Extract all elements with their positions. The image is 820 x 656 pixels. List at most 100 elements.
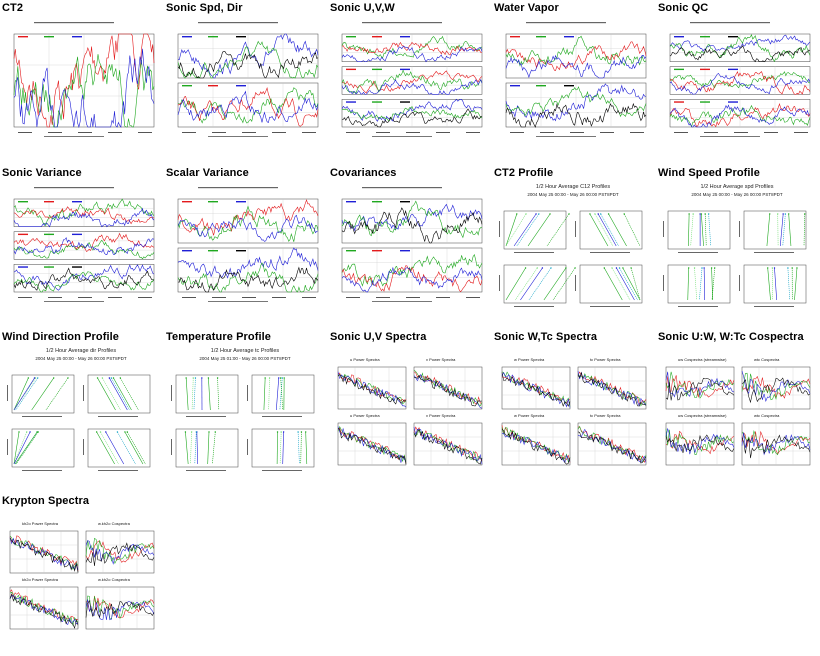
profile-subheader: 2004 May 25 01:00 - May 26 00:00 PST8PDT	[199, 356, 291, 361]
plot-image	[171, 374, 315, 471]
series-line	[177, 90, 319, 123]
series-line	[177, 33, 319, 79]
plot-thumbnail-link[interactable]: w Power Spectra tc Power Spectra w Power S…	[496, 347, 650, 475]
series-line	[13, 207, 155, 228]
series-line	[341, 207, 483, 244]
series-line	[13, 33, 155, 128]
thumbnail-title[interactable]: CT2 Profile	[494, 167, 554, 179]
plot-image	[505, 22, 647, 137]
thumbnail-title[interactable]: Sonic QC	[658, 2, 709, 14]
spectra-label: kh2o Power Spectra	[22, 521, 59, 526]
series-line	[177, 262, 319, 293]
series-line	[669, 34, 811, 63]
series-line	[669, 45, 811, 63]
plot-thumbnail-link[interactable]	[168, 183, 322, 311]
plot-thumbnail-link[interactable]: 1/2 Hour Average dir Profiles 2004 May 25…	[4, 347, 158, 475]
plot-image	[665, 366, 811, 466]
thumbnail-title[interactable]: Wind Direction Profile	[2, 331, 119, 343]
series-line	[13, 232, 155, 252]
plot-thumbnail-link[interactable]	[332, 18, 486, 146]
plot-thumbnail-link[interactable]: uw Cospectra (streamwise) wtc Cospectra uw…	[660, 347, 814, 475]
profile-header: 1/2 Hour Average spd Profiles	[700, 184, 774, 190]
plot-thumbnail-link[interactable]: 1/2 Hour Average tc Profiles 2004 May 25 …	[168, 347, 322, 475]
series-line	[13, 198, 155, 227]
series-line	[669, 72, 811, 95]
series-line	[505, 86, 647, 118]
thumbnail-wind-speed-profile: Wind Speed Profile 1/2 Hour Average spd P…	[658, 167, 818, 325]
spectra-label: tc Power Spectra	[590, 357, 621, 362]
plot-thumbnail-link[interactable]	[168, 18, 322, 146]
plot-thumbnail-link[interactable]	[660, 18, 814, 146]
thumbnail-title[interactable]: Scalar Variance	[166, 167, 249, 179]
spectra-label: v Power Spectra	[426, 357, 456, 362]
series-line	[341, 200, 483, 239]
series-line	[13, 264, 155, 291]
plot-image	[341, 22, 483, 137]
series-line	[341, 45, 483, 63]
thumbnail-covariances: Covariances	[330, 167, 490, 325]
thumbnail-temperature-profile: Temperature Profile 1/2 Hour Average tc P…	[166, 331, 326, 489]
spectra-label: wtc Cospectra	[754, 357, 780, 362]
thumbnail-sonic-spd-dir: Sonic Spd, Dir	[166, 2, 326, 160]
plot-thumbnail-link[interactable]: u Power Spectra v Power Spectra u Power Sp…	[332, 347, 486, 475]
plot-image	[341, 187, 483, 302]
series-line	[177, 199, 319, 236]
thumbnail-title[interactable]: Covariances	[330, 167, 397, 179]
thumbnail-title[interactable]: Sonic W,Tc Spectra	[494, 331, 598, 343]
thumbnail-sonic-uv-spectra: Sonic U,V Spectra u Power Spectra v Power …	[330, 331, 490, 489]
series-line	[505, 35, 647, 67]
thumbnail-scalar-variance: Scalar Variance	[166, 167, 326, 325]
thumbnail-title[interactable]: Sonic U,V Spectra	[330, 331, 427, 343]
spectra-label: w.kh2o Cospectra	[98, 521, 130, 526]
series-line	[341, 106, 483, 122]
series-line	[669, 103, 811, 128]
thumbnail-title[interactable]: Sonic Spd, Dir	[166, 2, 243, 14]
thumbnail-title[interactable]: Sonic U:W, W:Tc Cospectra	[658, 331, 804, 343]
series-line	[505, 54, 647, 79]
thumbnail-title[interactable]: Water Vapor	[494, 2, 559, 14]
series-line	[13, 237, 155, 255]
series-line	[13, 54, 155, 128]
plot-thumbnail-link[interactable]: 1/2 Hour Average spd Profiles 2004 May 25…	[660, 183, 814, 311]
spectra-label: u Power Spectra	[350, 413, 380, 418]
profile-subheader: 2004 May 25 00:00 - May 26 00:00 PST8PDT	[35, 356, 127, 361]
spectra-label: w Power Spectra	[514, 413, 545, 418]
plot-thumbnail-link[interactable]	[4, 18, 158, 146]
spectra-label: uw Cospectra (streamwise)	[678, 413, 727, 418]
series-line	[505, 102, 647, 128]
plot-thumbnail-link[interactable]	[496, 18, 650, 146]
thumbnail-sonic-wto-spectra: Sonic W,Tc Spectra w Power Spectra tc Powe…	[494, 331, 654, 489]
series-line	[669, 104, 811, 128]
series-line	[13, 267, 154, 291]
thumbnail-sonic-uvw: Sonic U,V,W	[330, 2, 490, 160]
spectra-label: wtc Cospectra	[754, 413, 780, 418]
series-line	[341, 69, 483, 95]
plot-thumbnail-link[interactable]	[4, 183, 158, 311]
thumbnail-title[interactable]: Temperature Profile	[166, 331, 272, 343]
thumbnail-title[interactable]: Krypton Spectra	[2, 495, 90, 507]
spectra-label: kh2o Power Spectra	[22, 577, 59, 582]
series-line	[341, 98, 483, 122]
thumbnail-title[interactable]: Sonic U,V,W	[330, 2, 395, 14]
series-line	[341, 41, 482, 56]
series-line	[177, 51, 319, 79]
series-line	[341, 78, 483, 95]
spectra-label: uw Cospectra (streamwise)	[678, 357, 727, 362]
spectra-label: w Power Spectra	[514, 357, 545, 362]
profile-header: 1/2 Hour Average C12 Profiles	[535, 184, 611, 190]
thumbnail-title[interactable]: Sonic Variance	[2, 167, 82, 179]
plot-thumbnail-link[interactable]: 1/2 Hour Average C12 Profiles 2004 May 25…	[496, 183, 650, 311]
series-line	[177, 214, 319, 242]
series-line	[177, 266, 319, 293]
series-line	[177, 87, 319, 124]
profile-header: 1/2 Hour Average dir Profiles	[45, 348, 117, 354]
thumbnail-title[interactable]: CT2	[2, 2, 24, 14]
thumbnail-sonic-variance: Sonic Variance	[2, 167, 162, 325]
series-line	[505, 83, 647, 122]
series-line	[341, 265, 483, 293]
thumbnail-ct2: CT2	[2, 2, 162, 160]
plot-thumbnail-link[interactable]: kh2o Power Spectra w.kh2o Cospectra kh2o P…	[4, 511, 158, 639]
plot-image	[13, 22, 155, 137]
plot-thumbnail-link[interactable]	[332, 183, 486, 311]
thumbnail-title[interactable]: Wind Speed Profile	[658, 167, 760, 179]
